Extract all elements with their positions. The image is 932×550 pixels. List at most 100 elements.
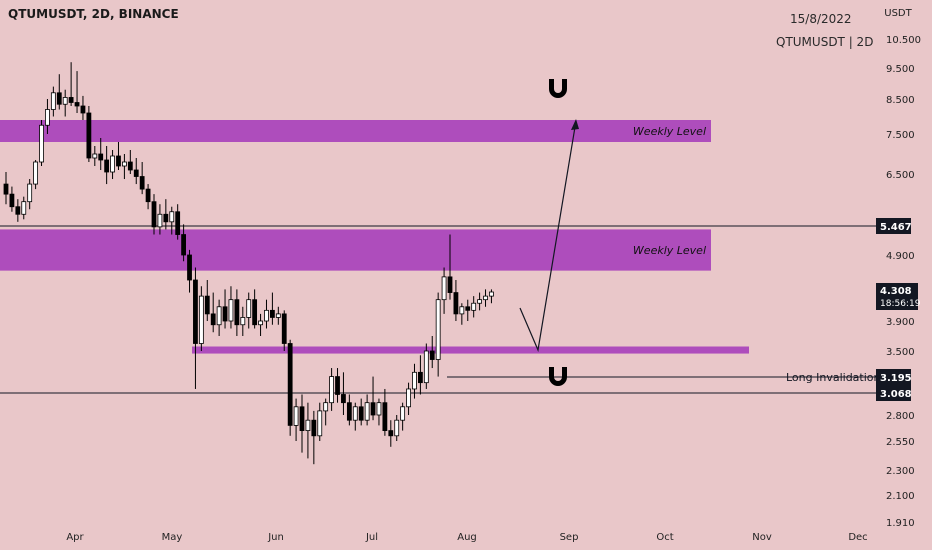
candle-body-down [234,299,240,326]
candle [412,363,417,399]
candle-body-down [187,254,192,281]
candle-body-up [305,419,311,432]
y-tick-label: 3.900 [886,317,915,328]
last-price-badge [876,283,918,310]
candle-body-up [441,276,447,301]
candle-body-down [175,211,181,235]
x-tick-label: Nov [752,532,772,543]
price-badge [876,369,911,385]
candle [151,194,157,235]
candle [459,303,465,325]
candle-body-down [68,97,74,103]
y-tick-label: 2.300 [886,466,915,477]
candle [323,398,329,426]
candle-body-down [139,176,145,190]
candle-body-down [370,402,376,416]
candle [483,289,488,307]
candle [264,299,269,329]
y-tick-label: 5.467 [880,222,912,233]
x-tick-label: Jul [365,532,378,543]
candle-body-down [447,276,453,293]
candle-body-down [98,153,104,161]
candle-body-down [341,394,346,404]
candle [222,289,228,329]
candle [429,336,435,369]
price-badge [876,218,911,234]
weekly-level-zone [0,120,711,142]
candle-body-up [110,155,115,173]
candle-body-down [335,376,340,395]
candle [3,172,9,205]
candle [92,146,98,166]
candle [145,184,151,210]
candle-body-down [252,299,258,326]
candle [287,339,293,436]
candle [453,280,459,321]
candle-body-down [104,159,110,173]
candle-body-up [489,291,494,297]
x-tick-label: Jun [267,532,284,543]
candle [477,292,483,311]
candle [417,355,423,395]
y-tick-label: 8.500 [886,95,915,106]
y-tick-label: 7.500 [886,130,915,141]
candle-body-up [323,402,329,412]
candle-body-down [181,234,187,256]
candle-body-up [364,402,370,421]
candle-body-down [281,313,287,344]
candle [9,186,15,212]
candle-body-up [228,299,234,322]
candle [269,292,275,325]
candle [364,394,370,426]
candle [50,86,56,117]
zone-label: Weekly Level [633,244,706,257]
candle-body-down [163,213,169,223]
zone-label: Weekly Level [633,125,706,138]
candle-body-down [3,183,9,195]
candle-body-up [406,388,411,408]
candle-body-down [9,193,15,208]
candle [341,372,346,415]
candle-body-down [287,343,293,426]
candle [175,204,181,240]
x-tick-label: Sep [560,532,579,543]
candle [311,410,317,465]
y-tick-label: 4.900 [886,251,915,262]
symbol-title: QTUMUSDT, 2D, BINANCE [8,7,179,21]
candle-body-up [471,302,477,311]
y-tick-label: 3.195 [880,373,912,384]
candle-body-down [358,406,364,421]
x-tick-label: Apr [66,532,84,543]
candle-body-down [15,206,21,215]
weekly-level-zone [192,346,749,354]
candle-body-down [269,309,275,318]
candle [116,142,121,170]
candle [139,162,145,195]
candle-body-up [477,299,483,304]
candle-body-down [193,279,198,344]
candle-body-down [204,295,210,315]
magnet-tip [562,367,567,370]
candle-body-up [50,92,56,110]
candle [98,138,104,170]
candle-body-up [293,406,299,426]
candle-body-up [157,213,163,228]
countdown-label: 18:56:19 [880,299,921,309]
candle [80,95,86,120]
candle [163,199,169,230]
candle [376,398,382,426]
candle-body-down [429,350,435,360]
candle-body-up [400,406,406,421]
projection-arrowhead [571,119,579,130]
candle-body-up [39,124,44,163]
candle [193,267,198,389]
magnet-shape [549,80,567,98]
projection-path [519,120,577,353]
magnet-icon [549,367,567,386]
candle [122,154,127,180]
candle-body-down [453,292,459,315]
candle-body-up [435,299,441,360]
candle-body-down [145,188,151,203]
candle [33,160,38,190]
